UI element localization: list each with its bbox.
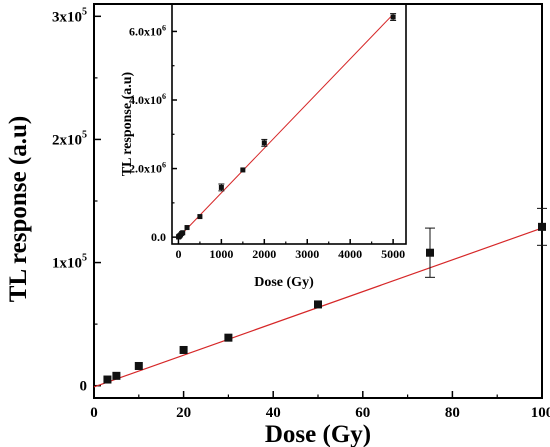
x-tick-label: 2000	[252, 247, 276, 261]
main-y-ticks: 0 1x105 2x105 3x105	[52, 6, 101, 395]
x-tick-label: 100	[531, 405, 550, 421]
x-tick-label: 20	[176, 405, 191, 421]
main-x-axis-label: Dose (Gy)	[265, 421, 371, 447]
data-point	[197, 214, 203, 220]
x-tick-label: 60	[355, 405, 370, 421]
inset-plot-frame	[171, 3, 407, 245]
x-tick-label: 3000	[295, 247, 319, 261]
y-tick-label: 1x105	[52, 253, 87, 272]
data-point	[261, 140, 267, 146]
x-tick-label: 0	[175, 247, 181, 261]
x-tick-label: 80	[445, 405, 460, 421]
x-tick-label: 0	[90, 405, 98, 421]
data-point	[538, 222, 546, 231]
inset-x-ticks: 0 1000 2000 3000 4000 5000	[175, 239, 405, 261]
y-tick-label: 0	[80, 379, 88, 395]
inset-y-axis-label: TL response (a.u)	[120, 71, 135, 176]
data-point	[314, 300, 322, 309]
data-point	[390, 14, 396, 20]
main-data-points	[103, 207, 547, 384]
y-tick-label: 3x105	[52, 6, 87, 25]
data-point	[184, 225, 190, 231]
data-point	[103, 375, 112, 384]
main-plot-frame	[93, 3, 543, 399]
y-tick-label: 0.0	[151, 230, 166, 244]
main-y-axis-label: TL response (a.u)	[5, 116, 32, 302]
inset-plot: 0 1000 2000 3000 4000 5000 0.0 2.0x106 4.0x106 6…	[120, 3, 407, 290]
x-tick-label: 5000	[381, 247, 405, 261]
y-tick-label: 2x105	[52, 129, 87, 148]
main-x-ticks: 0 20 40 60 80 100	[90, 391, 550, 421]
inset-data-points	[176, 13, 397, 240]
y-tick-label: 6.0x106	[129, 23, 166, 38]
data-point	[180, 230, 186, 236]
inset-fit-line	[178, 13, 394, 238]
data-point	[240, 167, 246, 173]
data-point	[112, 371, 121, 380]
y-tick-label: 2.0x106	[129, 161, 166, 176]
data-point	[179, 345, 188, 354]
inset-y-ticks: 0.0 2.0x106 4.0x106 6.0x106	[129, 23, 177, 244]
data-point	[224, 333, 233, 342]
x-tick-label: 1000	[209, 247, 233, 261]
y-tick-label: 4.0x106	[129, 92, 166, 107]
inset-x-axis-label: Dose (Gy)	[254, 275, 314, 290]
x-tick-label: 4000	[338, 247, 362, 261]
data-point	[218, 184, 224, 190]
data-point	[134, 361, 143, 370]
data-point	[426, 248, 434, 257]
x-tick-label: 40	[266, 405, 281, 421]
